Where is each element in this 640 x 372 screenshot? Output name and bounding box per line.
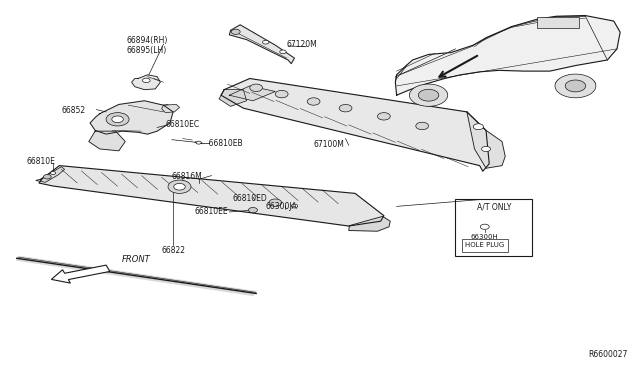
Circle shape bbox=[143, 78, 150, 83]
Polygon shape bbox=[219, 90, 246, 106]
Circle shape bbox=[173, 183, 185, 190]
Circle shape bbox=[106, 113, 129, 126]
Circle shape bbox=[275, 90, 288, 98]
Text: 66810EC: 66810EC bbox=[166, 120, 200, 129]
Polygon shape bbox=[221, 78, 489, 171]
Text: —66810EB: —66810EB bbox=[202, 138, 243, 148]
Text: R6600027: R6600027 bbox=[588, 350, 628, 359]
Text: 66894(RH)
66895(LH): 66894(RH) 66895(LH) bbox=[127, 36, 168, 55]
FancyArrow shape bbox=[51, 265, 110, 283]
Circle shape bbox=[339, 105, 352, 112]
Circle shape bbox=[555, 74, 596, 98]
Text: 67120M: 67120M bbox=[287, 40, 317, 49]
Polygon shape bbox=[39, 166, 384, 226]
Text: A/T ONLY: A/T ONLY bbox=[477, 203, 511, 212]
Polygon shape bbox=[229, 25, 294, 64]
Text: 66810E: 66810E bbox=[26, 157, 55, 166]
Polygon shape bbox=[36, 167, 65, 182]
Bar bbox=[456, 199, 532, 256]
Circle shape bbox=[231, 29, 240, 35]
Circle shape bbox=[280, 50, 286, 54]
Bar bbox=[537, 17, 579, 29]
Polygon shape bbox=[162, 105, 179, 113]
Circle shape bbox=[473, 124, 483, 130]
Text: 66810EE: 66810EE bbox=[195, 208, 228, 217]
Polygon shape bbox=[89, 131, 125, 151]
Text: 67100M: 67100M bbox=[314, 140, 344, 150]
Circle shape bbox=[196, 141, 201, 144]
Circle shape bbox=[378, 113, 390, 120]
Polygon shape bbox=[396, 16, 620, 95]
Polygon shape bbox=[90, 101, 173, 134]
Circle shape bbox=[51, 171, 56, 174]
Circle shape bbox=[307, 98, 320, 105]
Polygon shape bbox=[467, 112, 505, 168]
Text: 66816M: 66816M bbox=[172, 172, 203, 181]
Polygon shape bbox=[229, 86, 275, 101]
Polygon shape bbox=[349, 217, 390, 231]
Circle shape bbox=[44, 174, 51, 179]
Text: FRONT: FRONT bbox=[122, 255, 151, 264]
Circle shape bbox=[565, 80, 586, 92]
Text: 66300JA: 66300JA bbox=[266, 202, 298, 211]
Circle shape bbox=[481, 146, 490, 151]
Circle shape bbox=[410, 84, 448, 106]
Polygon shape bbox=[17, 256, 256, 295]
Polygon shape bbox=[132, 75, 161, 90]
Text: 66852: 66852 bbox=[61, 106, 86, 115]
Text: 66822: 66822 bbox=[162, 246, 186, 255]
Circle shape bbox=[480, 224, 489, 230]
Circle shape bbox=[291, 204, 298, 208]
Text: 66300H: 66300H bbox=[471, 234, 499, 240]
Circle shape bbox=[269, 199, 282, 206]
Circle shape bbox=[250, 84, 262, 92]
Circle shape bbox=[419, 89, 439, 101]
Circle shape bbox=[248, 208, 257, 213]
Circle shape bbox=[262, 40, 269, 44]
Text: HOLE PLUG: HOLE PLUG bbox=[465, 242, 504, 248]
Circle shape bbox=[168, 180, 191, 193]
Circle shape bbox=[112, 116, 124, 123]
Text: 66810ED: 66810ED bbox=[232, 194, 268, 203]
Circle shape bbox=[416, 122, 429, 130]
